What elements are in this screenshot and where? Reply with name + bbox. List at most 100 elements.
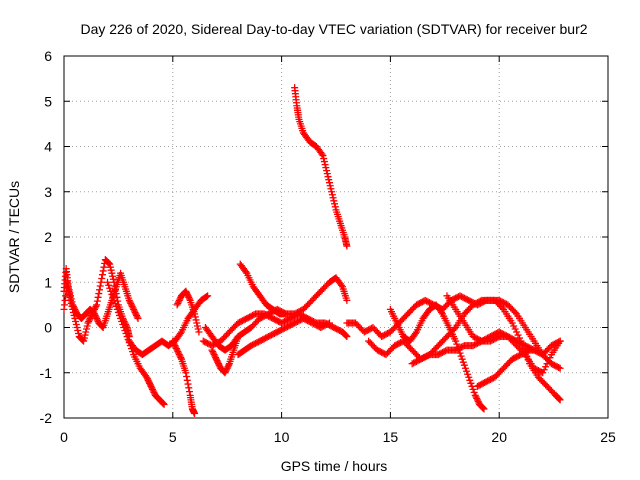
data-point xyxy=(337,281,345,289)
data-point xyxy=(92,302,100,310)
data-point xyxy=(342,332,350,340)
data-point xyxy=(93,316,101,324)
data-point xyxy=(67,295,75,303)
x-tick-label: 10 xyxy=(274,429,290,445)
data-point xyxy=(119,320,127,328)
data-point xyxy=(540,366,548,374)
data-point xyxy=(174,299,182,307)
data-point xyxy=(325,176,333,184)
data-point xyxy=(326,182,334,190)
data-point xyxy=(71,314,79,322)
data-series-arc-10 xyxy=(234,314,333,359)
data-point xyxy=(184,292,192,300)
data-point xyxy=(329,194,337,202)
data-point xyxy=(148,384,156,392)
data-point xyxy=(122,330,130,338)
data-point xyxy=(480,405,488,413)
data-point xyxy=(100,263,108,271)
data-point xyxy=(331,200,339,208)
data-point xyxy=(93,297,101,305)
data-point xyxy=(72,307,80,315)
data-series-arc-17 xyxy=(443,292,564,377)
data-point xyxy=(209,348,217,356)
data-point xyxy=(174,348,182,356)
data-point xyxy=(212,355,220,363)
data-point xyxy=(325,179,333,187)
data-point xyxy=(132,310,140,318)
data-point xyxy=(133,313,141,321)
data-point xyxy=(98,271,106,279)
data-point xyxy=(185,295,193,303)
data-point xyxy=(130,305,138,313)
data-point xyxy=(68,298,76,306)
data-point xyxy=(176,295,184,303)
data-point xyxy=(321,161,329,169)
y-tick-label: 1 xyxy=(44,274,52,290)
data-point xyxy=(94,293,102,301)
data-point xyxy=(213,357,221,365)
x-tick-label: 20 xyxy=(491,429,507,445)
data-series-arc-11 xyxy=(236,260,290,318)
data-point xyxy=(223,364,231,372)
data-point xyxy=(463,367,471,375)
data-point xyxy=(106,260,114,268)
data-point xyxy=(109,293,117,301)
data-point xyxy=(222,366,230,374)
data-point xyxy=(555,394,563,402)
data-point xyxy=(460,361,468,369)
data-point xyxy=(143,375,151,383)
y-tick-label: 3 xyxy=(44,184,52,200)
y-tick-label: 5 xyxy=(44,93,52,109)
data-point xyxy=(146,379,154,387)
data-series-arc-04 xyxy=(125,292,212,359)
data-point xyxy=(323,170,331,178)
y-tick-label: 6 xyxy=(44,48,52,64)
data-point xyxy=(498,304,506,312)
data-point xyxy=(191,313,199,321)
data-point xyxy=(221,369,229,377)
data-point xyxy=(508,319,516,327)
data-point xyxy=(92,313,100,321)
data-point xyxy=(173,301,181,309)
data-point xyxy=(175,351,183,359)
data-point xyxy=(82,325,90,333)
data-point xyxy=(208,346,216,354)
data-point xyxy=(75,330,83,338)
data-point xyxy=(214,358,222,366)
data-point xyxy=(473,394,481,402)
data-point xyxy=(74,327,82,335)
data-point xyxy=(175,349,183,357)
data-point xyxy=(192,316,200,324)
data-point xyxy=(107,287,115,295)
data-point xyxy=(145,378,153,386)
data-point xyxy=(69,301,77,309)
data-point xyxy=(474,397,482,405)
data-point xyxy=(105,259,113,267)
data-point xyxy=(327,185,335,193)
data-point xyxy=(542,363,550,371)
data-point xyxy=(195,328,203,336)
data-point xyxy=(98,323,106,331)
data-point xyxy=(183,290,191,298)
data-point xyxy=(209,349,217,357)
data-point xyxy=(210,351,218,359)
data-point xyxy=(176,330,184,338)
x-tick-label: 0 xyxy=(60,429,68,445)
data-point xyxy=(86,314,94,322)
data-point xyxy=(183,289,191,297)
data-point xyxy=(117,314,125,322)
data-point xyxy=(242,268,250,276)
data-series-arc-05 xyxy=(173,287,203,336)
data-point xyxy=(106,284,114,292)
data-point xyxy=(170,340,178,348)
data-point xyxy=(320,155,328,163)
data-point xyxy=(465,373,473,381)
data-point xyxy=(343,296,351,304)
data-point xyxy=(111,299,119,307)
data-point xyxy=(323,167,331,175)
data-point xyxy=(193,322,201,330)
data-point xyxy=(148,385,156,393)
data-point xyxy=(172,343,180,351)
data-point xyxy=(318,150,326,158)
data-point xyxy=(160,400,168,408)
